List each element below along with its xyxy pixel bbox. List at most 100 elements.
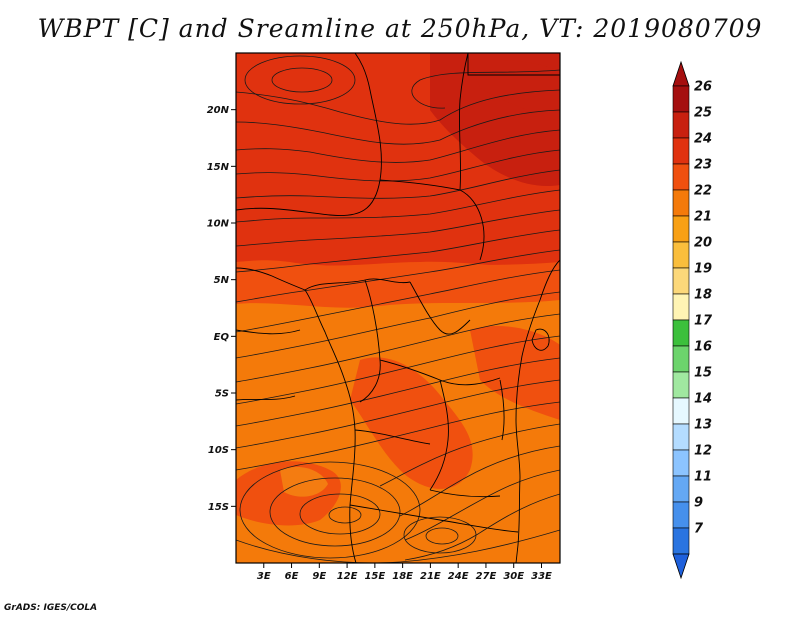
latitude-axis: 20N 15N 10N 5N EQ 5S 10S 15S [207,105,236,513]
colorbar-segment [672,345,690,373]
chart-title: WBPT [C] and Sreamline at 250hPa, VT: 20… [37,14,763,43]
border-line [236,395,296,401]
colorbar-segment [672,241,690,269]
lon-tick-label: 6E [285,571,299,582]
lon-tick-label: 24E [448,571,469,582]
streamline-eddy [271,67,333,93]
lat-tick-label: 5N [214,275,230,286]
colorbar-label: 24 [694,132,712,147]
colorbar-segment [672,189,690,217]
colorbar-segment [672,293,690,321]
streamline-eddy [328,506,362,524]
lon-tick-label: 12E [337,571,358,582]
border-line [349,504,519,533]
streamline [236,401,560,471]
colorbar-label: 23 [694,158,712,173]
colorbar-segment [672,501,690,529]
colorbar: 26 25 24 23 22 21 20 19 18 17 16 15 14 13 12 11 9 7 [672,60,713,580]
colorbar-segment [672,371,690,399]
border-line [409,281,471,335]
colorbar-label: 12 [694,444,712,459]
streamline-eddy [299,493,381,535]
lon-tick-label: 27E [476,571,497,582]
border-line [359,279,381,403]
lat-tick-label: 10S [208,445,229,456]
border-line [458,53,469,191]
streamline-eddy [244,55,356,105]
lon-tick-label: 9E [312,571,326,582]
colorbar-label: 26 [694,80,712,95]
lon-tick-label: 33E [531,571,552,582]
colorbar-bottom-arrow [672,553,690,580]
colorbar-label: 22 [694,184,712,199]
streamline [399,445,560,517]
colorbar-segment [672,397,690,425]
colorbar-label: 9 [694,496,703,511]
lon-tick-label: 3E [257,571,271,582]
colorbar-label: 21 [694,210,712,225]
streamline-eddy [425,527,459,545]
streamline [236,379,560,449]
streamline [236,129,560,163]
streamline [379,423,560,487]
border-line [379,179,485,261]
streamline [236,249,560,303]
lat-tick-label: 10N [207,219,230,230]
streamline [236,335,560,405]
lat-tick-label: 20N [207,105,230,116]
border-line [467,53,560,76]
colorbar-top-arrow [672,60,690,87]
streamline [236,313,560,383]
streamlines [236,55,560,563]
streamline-eddy [403,516,477,554]
streamline [236,89,560,125]
lon-tick-label: 21E [420,571,441,582]
lat-tick-label: EQ [214,332,230,343]
streamline [236,269,560,333]
longitude-axis: 3E 6E 9E 12E 15E 18E 21E 24E 27E 30E 33E [257,563,552,582]
border-line [236,329,301,335]
streamline [236,209,560,247]
colorbar-segment [672,111,690,139]
lon-tick-label: 15E [364,571,385,582]
colorbar-segment [672,423,690,451]
streamline [236,229,560,273]
coastline-east-africa [515,259,560,563]
map-plot-area [236,53,560,563]
streamline-eddy [239,461,421,559]
lat-tick-label: 15N [207,162,230,173]
colorbar-segment [672,215,690,243]
streamline [236,357,560,427]
border-line [236,53,382,217]
colorbar-label: 11 [694,470,712,485]
colorbar-label: 17 [694,314,713,329]
colorbar-label: 20 [694,236,712,251]
colorbar-segment [672,137,690,165]
colorbar-label: 19 [694,262,712,277]
map-frame [235,52,561,564]
streamline-eddy [269,477,401,547]
streamline [236,291,560,359]
colorbar-label: 15 [694,366,712,381]
border-line [304,278,411,291]
lake-outline [499,379,505,441]
streamline [404,493,560,561]
border-line [429,489,501,498]
coastline-west-africa [236,267,357,563]
lon-tick-label: 18E [392,571,413,582]
coastlines-borders [236,53,560,563]
colorbar-label: 13 [694,418,712,433]
streamline [236,529,560,563]
colorbar-label: 14 [694,392,712,407]
streamline [404,469,560,541]
grads-credit: GrADS: IGES/COLA [4,603,98,613]
streamline [236,169,560,199]
colorbar-segment [672,85,690,113]
wbpt-region-23-south-plume [350,357,473,489]
streamline [236,109,560,145]
colorbar-label: 16 [694,340,712,355]
streamline [236,189,560,223]
colorbar-label: 18 [694,288,712,303]
lat-tick-label: 15S [208,502,229,513]
colorbar-segment [672,527,690,555]
